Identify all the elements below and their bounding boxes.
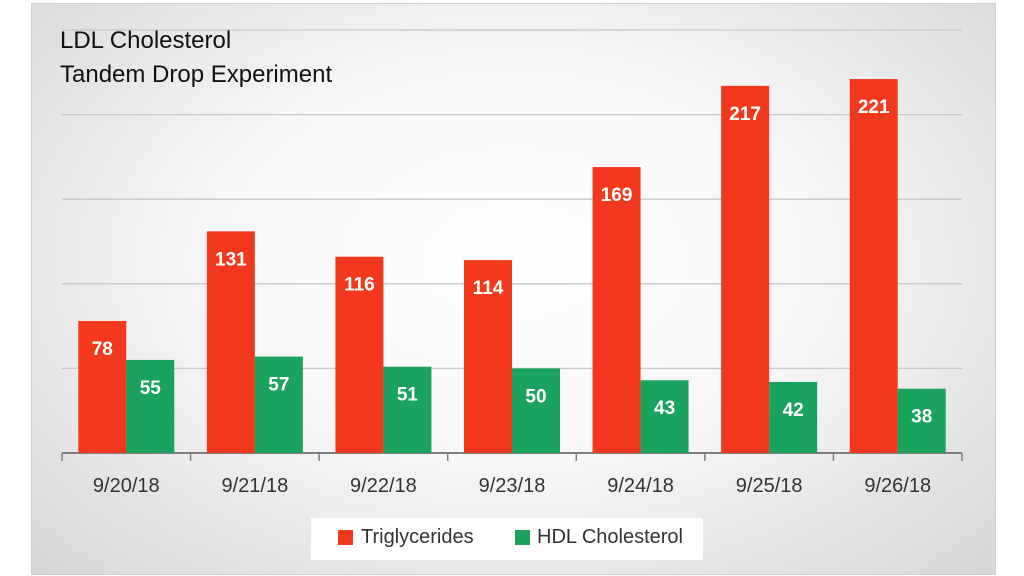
legend-swatch-hdl bbox=[515, 530, 530, 545]
data-label-hdl-cholesterol: 38 bbox=[911, 407, 932, 428]
bar-hdl-cholesterol bbox=[254, 356, 303, 453]
bar-hdl-cholesterol bbox=[512, 368, 560, 453]
bar-triglycerides bbox=[78, 321, 127, 453]
legend-label-hdl: HDL Cholesterol bbox=[537, 526, 683, 548]
x-tick-label: 9/25/18 bbox=[736, 475, 803, 497]
data-label-hdl-cholesterol: 57 bbox=[268, 375, 289, 396]
data-label-hdl-cholesterol: 42 bbox=[783, 400, 804, 421]
data-label-triglycerides: 221 bbox=[858, 97, 890, 118]
x-tick-label: 9/21/18 bbox=[221, 475, 288, 497]
bars bbox=[78, 79, 946, 454]
data-label-triglycerides: 116 bbox=[344, 275, 375, 296]
bar-triglycerides bbox=[592, 167, 641, 453]
bar-triglycerides bbox=[206, 231, 255, 453]
bar-hdl-cholesterol bbox=[897, 388, 946, 453]
bar-hdl-cholesterol bbox=[769, 381, 818, 453]
x-tick-label: 9/24/18 bbox=[607, 475, 674, 497]
data-labels: 78 55 131 57 116 51 114 50 169 43 217 42 221 38 bbox=[92, 97, 933, 428]
bar-hdl-cholesterol bbox=[126, 359, 175, 453]
data-label-triglycerides: 114 bbox=[473, 278, 504, 299]
legend: Triglycerides HDL Cholesterol bbox=[311, 518, 703, 560]
data-label-triglycerides: 131 bbox=[215, 249, 247, 270]
x-tick-label: 9/20/18 bbox=[93, 475, 160, 497]
chart-title-line-2: Tandem Drop Experiment bbox=[60, 61, 332, 88]
bar-triglycerides bbox=[721, 85, 770, 453]
data-label-triglycerides: 78 bbox=[92, 339, 113, 360]
data-label-hdl-cholesterol: 55 bbox=[140, 378, 162, 399]
chart-title-line-1: LDL Cholesterol bbox=[60, 27, 231, 54]
x-tick-label: 9/23/18 bbox=[479, 475, 546, 497]
legend-swatch-triglycerides bbox=[338, 530, 353, 545]
bar-hdl-cholesterol bbox=[383, 366, 432, 453]
data-label-hdl-cholesterol: 51 bbox=[397, 385, 419, 406]
x-axis-ticks bbox=[61, 453, 963, 461]
data-label-triglycerides: 217 bbox=[729, 104, 761, 125]
legend-label-triglycerides: Triglycerides bbox=[361, 526, 474, 548]
data-label-hdl-cholesterol: 50 bbox=[525, 386, 546, 407]
data-label-hdl-cholesterol: 43 bbox=[654, 398, 675, 419]
data-label-triglycerides: 169 bbox=[601, 185, 633, 206]
x-tick-labels: 9/20/18 9/21/18 9/22/18 9/23/18 9/24/18 9/25/… bbox=[93, 475, 931, 497]
bar-triglycerides bbox=[464, 260, 512, 453]
legend-box bbox=[311, 518, 703, 560]
bar-triglycerides bbox=[849, 79, 898, 454]
x-tick-label: 9/22/18 bbox=[350, 475, 417, 497]
bar-triglycerides bbox=[335, 256, 384, 453]
bar-hdl-cholesterol bbox=[640, 380, 689, 453]
x-tick-label: 9/26/18 bbox=[864, 475, 931, 497]
slide-background bbox=[31, 3, 996, 575]
